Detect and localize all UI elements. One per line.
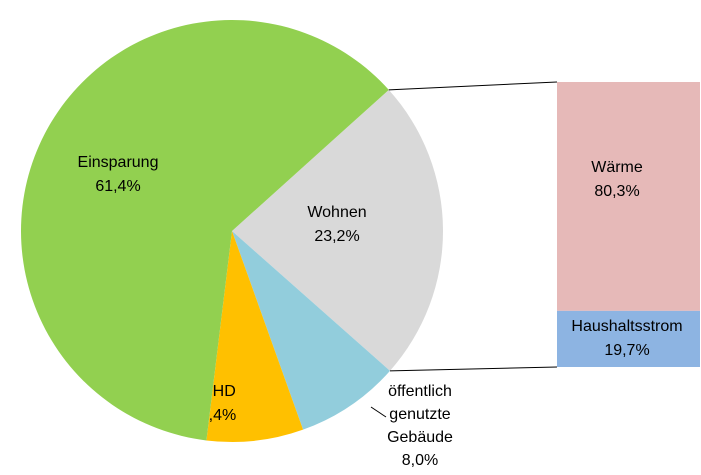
connector-line bbox=[388, 81, 558, 91]
slice-value: 8,0% bbox=[401, 452, 439, 469]
leader-line bbox=[370, 406, 387, 418]
bar-category: Haushaltsstrom bbox=[571, 318, 682, 335]
bar-category: Wärme bbox=[591, 159, 643, 176]
pie-slice bbox=[21, 20, 389, 441]
slice-category: Wohnen bbox=[307, 204, 366, 221]
bar-value: 80,3% bbox=[594, 183, 639, 200]
connector-line bbox=[389, 366, 558, 372]
slice-category: öffentlich genutzte Gebäude bbox=[387, 383, 453, 446]
pie-slice bbox=[206, 231, 304, 442]
slice-value: 23,2% bbox=[314, 228, 359, 245]
pie-slice bbox=[232, 89, 443, 371]
slice-label: öffentlich genutzte Gebäude 8,0% bbox=[372, 380, 468, 472]
bar-segment bbox=[557, 82, 700, 311]
slice-category: Einsparung bbox=[78, 154, 159, 171]
bar-value: 19,7% bbox=[604, 342, 649, 359]
pie-slice bbox=[232, 231, 390, 430]
bar-segment bbox=[557, 310, 700, 367]
slice-value: 61,4% bbox=[95, 178, 140, 195]
